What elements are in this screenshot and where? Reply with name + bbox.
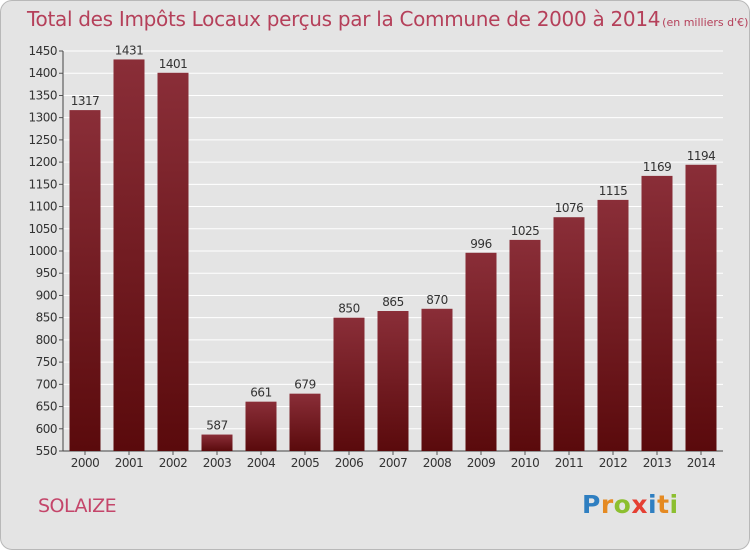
x-tick-label: 2005 (291, 456, 320, 470)
x-tick-label: 2013 (643, 456, 672, 470)
bar (685, 164, 717, 451)
data-label: 1431 (115, 43, 144, 57)
proxiti-logo: Proxiti (582, 490, 679, 519)
y-tick-label: 900 (36, 288, 57, 302)
y-tick-label: 950 (36, 266, 57, 280)
y-tick-label: 650 (36, 400, 57, 414)
bar (201, 434, 233, 451)
y-tick-label: 1300 (28, 111, 57, 125)
logo-letter: i (648, 490, 658, 519)
y-tick-label: 1000 (28, 244, 57, 258)
data-label: 1115 (599, 184, 628, 198)
x-tick-label: 2008 (423, 456, 452, 470)
bar (509, 239, 541, 451)
bar (465, 252, 497, 451)
y-tick-label: 600 (36, 422, 57, 436)
x-tick-label: 2007 (379, 456, 408, 470)
x-tick-label: 2014 (687, 456, 716, 470)
data-label: 1401 (159, 57, 188, 71)
logo-letter: i (669, 490, 679, 519)
data-label: 1025 (511, 224, 540, 238)
x-tick-label: 2009 (467, 456, 496, 470)
bar (553, 217, 585, 451)
y-tick-label: 1150 (28, 177, 57, 191)
logo-letter: o (613, 490, 632, 519)
data-label: 1169 (643, 160, 672, 174)
data-label: 1194 (687, 149, 716, 163)
y-tick-label: 1050 (28, 222, 57, 236)
data-label: 996 (470, 237, 491, 251)
logo-letter: t (657, 490, 670, 519)
chart-title: Total des Impôts Locaux perçus par la Co… (27, 7, 748, 31)
y-tick-label: 1100 (28, 200, 57, 214)
x-tick-label: 2000 (71, 456, 100, 470)
x-tick-label: 2011 (555, 456, 584, 470)
commune-name: SOLAIZE (38, 495, 117, 517)
logo-letter: r (600, 490, 614, 519)
x-tick-label: 2004 (247, 456, 276, 470)
y-tick-label: 700 (36, 377, 57, 391)
data-label: 870 (426, 293, 447, 307)
y-tick-label: 1350 (28, 88, 57, 102)
bar (289, 393, 321, 451)
y-tick-label: 1400 (28, 66, 57, 80)
data-label: 850 (338, 302, 359, 316)
bar (597, 199, 629, 451)
y-tick-label: 800 (36, 333, 57, 347)
logo-letter: P (582, 490, 601, 519)
data-label: 587 (206, 419, 227, 433)
bar (377, 311, 409, 451)
bar (245, 401, 277, 451)
bar (157, 72, 189, 452)
x-tick-label: 2006 (335, 456, 364, 470)
y-tick-label: 750 (36, 355, 57, 369)
bar (641, 175, 673, 451)
unit-note: (en milliers d'€) (662, 16, 749, 29)
x-tick-label: 2012 (599, 456, 628, 470)
y-tick-label: 550 (36, 444, 57, 458)
data-label: 679 (294, 378, 315, 392)
bar (113, 59, 145, 451)
data-label: 1076 (555, 201, 584, 215)
chart-title-text: Total des Impôts Locaux perçus par la Co… (27, 7, 661, 31)
bar (421, 308, 453, 451)
y-tick-label: 1450 (28, 44, 57, 58)
data-label: 865 (382, 295, 403, 309)
y-tick-label: 1250 (28, 133, 57, 147)
bar (333, 317, 365, 451)
bar (69, 110, 101, 451)
x-tick-label: 2010 (511, 456, 540, 470)
logo-letter: x (631, 490, 648, 519)
data-label: 661 (250, 386, 271, 400)
x-tick-label: 2001 (115, 456, 144, 470)
x-tick-label: 2003 (203, 456, 232, 470)
y-tick-label: 850 (36, 311, 57, 325)
data-label: 1317 (71, 94, 100, 108)
x-tick-label: 2002 (159, 456, 188, 470)
y-tick-label: 1200 (28, 155, 57, 169)
